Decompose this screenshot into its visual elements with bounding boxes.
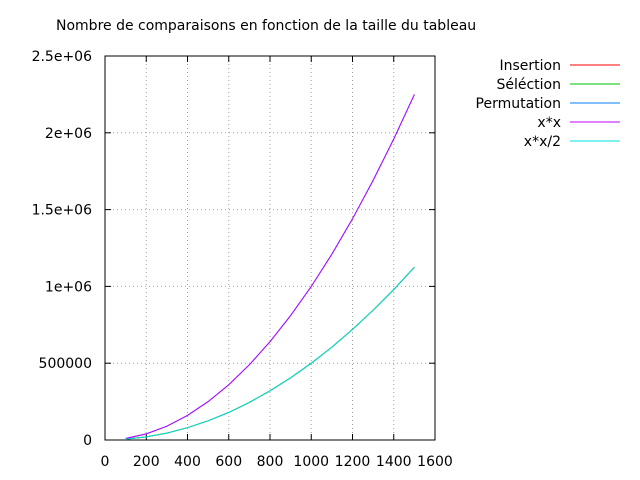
legend-label-x-x-2: x*x/2 <box>524 134 561 150</box>
y-tick-label: 1.5e+06 <box>32 203 93 219</box>
chart-title: Nombre de comparaisons en fonction de la… <box>56 18 476 34</box>
y-tick-label: 0 <box>83 433 92 449</box>
x-tick-label: 800 <box>257 454 284 470</box>
x-tick-label: 1400 <box>376 454 412 470</box>
x-tick-label: 600 <box>215 454 242 470</box>
x-tick-label: 1000 <box>293 454 329 470</box>
y-tick-label: 500000 <box>39 356 92 372</box>
legend-label-x-x: x*x <box>537 115 561 131</box>
series-line-x-x <box>125 94 415 439</box>
grid-lines <box>105 56 435 440</box>
x-tick-label: 400 <box>174 454 201 470</box>
series-line-x-x-2 <box>125 266 415 440</box>
series-lines <box>125 94 415 440</box>
y-tick-label: 2.5e+06 <box>32 49 93 65</box>
x-tick-label: 1200 <box>335 454 371 470</box>
legend-label-permutation: Permutation <box>476 96 561 112</box>
legend-label-s-l-ction: Séléction <box>496 77 561 93</box>
x-tick-label: 1600 <box>417 454 453 470</box>
legend-label-insertion: Insertion <box>500 58 561 74</box>
series-line-permutation <box>125 94 415 439</box>
x-tick-label: 200 <box>133 454 160 470</box>
legend: Insertion Séléction Permutation x*x x*x/2 <box>476 58 620 150</box>
axis-ticks: 0 200 400 600 800 1000 1200 1400 1600 0 500000 1e+0… <box>32 49 453 470</box>
x-tick-label: 0 <box>101 454 110 470</box>
y-tick-label: 1e+06 <box>45 279 92 295</box>
y-tick-label: 2e+06 <box>45 126 92 142</box>
